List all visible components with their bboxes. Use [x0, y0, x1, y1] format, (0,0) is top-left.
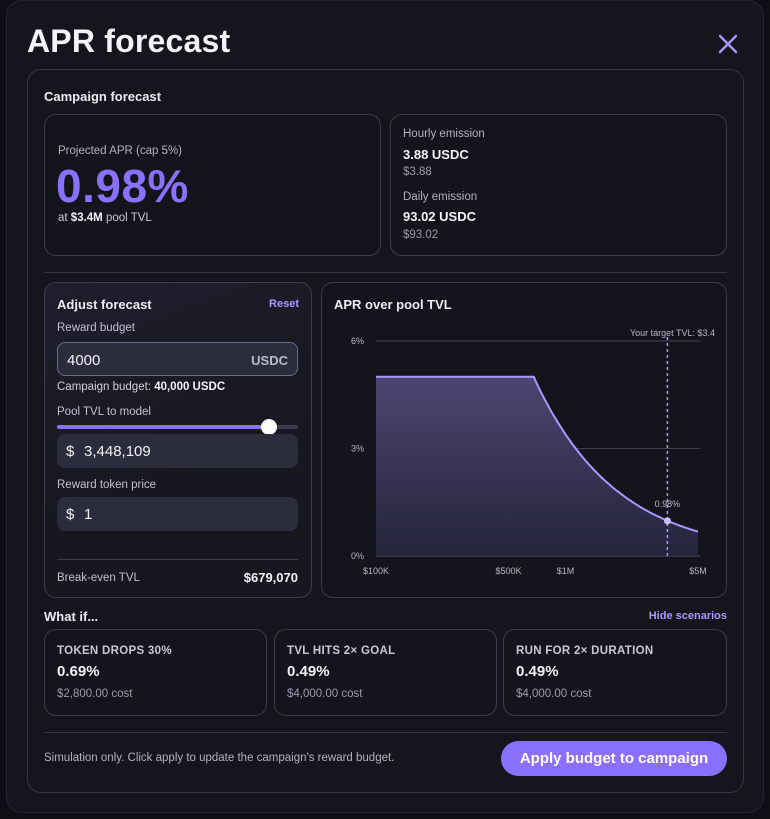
reward-budget-unit: USDC [251, 353, 288, 368]
close-icon[interactable] [715, 31, 741, 57]
scenario-card[interactable]: RUN FOR 2× DURATION 0.49% $4,000.00 cost [503, 629, 727, 716]
breakeven-divider [57, 559, 298, 560]
y-tick-label: 3% [351, 444, 364, 454]
campaign-budget-label: Campaign budget: [57, 381, 151, 393]
scenario-apr: 0.69% [57, 663, 100, 680]
x-tick-label: $500K [495, 566, 521, 576]
modal-title: APR forecast [27, 23, 231, 59]
pool-tvl-label: Pool TVL to model [57, 406, 151, 418]
token-price-currency: $ [66, 506, 75, 523]
hourly-emission-usd: $3.88 [403, 166, 432, 178]
apr-chart-card: APR over pool TVL 6% 3% 0% $100K $500K $1M $5M… [321, 282, 727, 598]
hourly-emission-value: 3.88 USDC [403, 147, 469, 162]
campaign-budget-value: 40,000 USDC [154, 381, 226, 393]
y-tick-label: 0% [351, 551, 364, 561]
emission-card: Hourly emission 3.88 USDC $3.88 Daily em… [390, 114, 727, 256]
y-tick-label: 6% [351, 336, 364, 346]
current-apr-point [663, 517, 671, 525]
adjust-forecast-card: Adjust forecast Reset Reward budget 4000… [44, 282, 312, 598]
footer-divider [44, 732, 727, 733]
reward-budget-input[interactable]: 4000 USDC [57, 342, 298, 376]
tvl-prefix: at [58, 212, 68, 224]
daily-emission-label: Daily emission [403, 191, 478, 203]
tvl-suffix: pool TVL [105, 212, 152, 224]
tvl-value: $3.4M [70, 212, 103, 224]
scenario-apr: 0.49% [516, 663, 559, 680]
breakeven-label: Break-even TVL [57, 572, 140, 584]
simulation-note: Simulation only. Click apply to update t… [44, 752, 395, 764]
scenario-card[interactable]: TVL HITS 2× GOAL 0.49% $4,000.00 cost [274, 629, 497, 716]
campaign-forecast-title: Campaign forecast [44, 89, 162, 104]
reward-budget-label: Reward budget [57, 322, 135, 334]
breakeven-value: $679,070 [243, 570, 298, 585]
slider-fill [57, 425, 270, 429]
apr-forecast-modal: APR forecast Campaign forecast Projected… [6, 0, 764, 813]
reset-button[interactable]: Reset [269, 298, 299, 310]
token-price-label: Reward token price [57, 479, 157, 491]
daily-emission-value: 93.02 USDC [403, 209, 476, 224]
scenario-title: TVL HITS 2× GOAL [287, 645, 396, 657]
target-tvl-label: Your target TVL: $3.4 [630, 328, 715, 338]
apr-chart: 6% 3% 0% $100K $500K $1M $5M Your target TVL: … [351, 328, 715, 576]
daily-emission-usd: $93.02 [403, 229, 439, 241]
forecast-panel: Campaign forecast Projected APR (cap 5%)… [27, 69, 744, 793]
token-price-input[interactable]: $ 1 [57, 497, 298, 531]
section-divider [44, 272, 727, 273]
scenario-title: TOKEN DROPS 30% [57, 645, 172, 657]
scenario-title: RUN FOR 2× DURATION [516, 645, 654, 657]
x-tick-label: $1M [557, 566, 575, 576]
current-apr-label: 0.98% [655, 499, 681, 509]
pool-tvl-input[interactable]: $ 3,448,109 [57, 434, 298, 468]
slider-thumb[interactable] [261, 419, 278, 435]
projected-apr-tvl: at $3.4M pool TVL [58, 212, 152, 224]
projected-apr-value: 0.98% [56, 160, 189, 212]
x-tick-label: $5M [689, 566, 707, 576]
pool-tvl-slider[interactable] [57, 419, 298, 435]
scenario-cost: $4,000.00 cost [516, 688, 592, 700]
campaign-budget-text: Campaign budget: 40,000 USDC [57, 381, 225, 393]
whatif-title: What if... [44, 609, 99, 624]
x-tick-label: $100K [363, 566, 389, 576]
apply-budget-button[interactable]: Apply budget to campaign [501, 741, 727, 776]
projected-apr-label: Projected APR (cap 5%) [58, 145, 183, 157]
adjust-forecast-title: Adjust forecast [57, 297, 152, 312]
reward-budget-value: 4000 [67, 352, 101, 369]
hide-scenarios-link[interactable]: Hide scenarios [648, 610, 727, 622]
scenario-card[interactable]: TOKEN DROPS 30% 0.69% $2,800.00 cost [44, 629, 267, 716]
apr-area [376, 376, 698, 556]
projected-apr-card: Projected APR (cap 5%) 0.98% at $3.4M po… [44, 114, 381, 256]
scenario-apr: 0.49% [287, 663, 330, 680]
token-price-value: 1 [84, 506, 93, 523]
pool-tvl-value: 3,448,109 [84, 443, 151, 460]
scenario-cost: $2,800.00 cost [57, 688, 133, 700]
chart-title: APR over pool TVL [334, 297, 452, 312]
pool-tvl-currency: $ [66, 443, 75, 460]
hourly-emission-label: Hourly emission [403, 128, 485, 140]
scenario-cost: $4,000.00 cost [287, 688, 363, 700]
